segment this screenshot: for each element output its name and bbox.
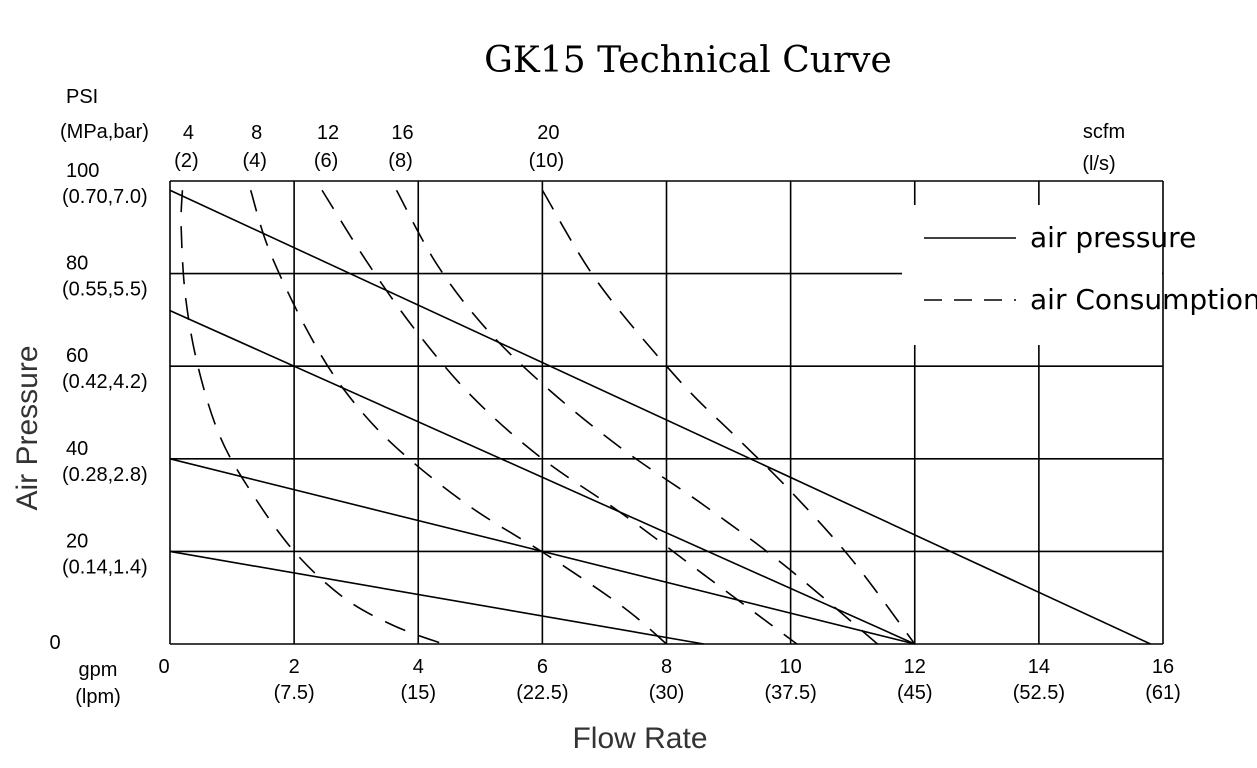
air-pressure-curve — [169, 309, 916, 645]
x-tick-sublabel: (7.5) — [274, 682, 315, 704]
consumption-tick-sublabel: (8) — [388, 150, 412, 172]
x-tick-sublabel: (15) — [400, 682, 436, 704]
y-unit-label: PSI — [66, 86, 98, 108]
y-tick-sublabel: (0.28,2.8) — [62, 464, 148, 486]
x-tick-label: 2 — [289, 656, 300, 678]
y-tick-label: 20 — [66, 530, 88, 552]
consumption-tick-label: 16 — [391, 122, 413, 144]
legend-label: air pressure — [1030, 221, 1196, 254]
consumption-tick-label: 12 — [317, 122, 339, 144]
x-tick-label: 16 — [1152, 656, 1174, 678]
air-pressure-curve — [169, 550, 704, 645]
legend-label: air Consumption — [1030, 283, 1257, 316]
air-pressure-curve — [169, 189, 1151, 645]
x-tick-label: 0 — [158, 656, 169, 678]
consumption-tick-label: 8 — [251, 122, 262, 144]
x-unit-label-alt: (lpm) — [75, 686, 121, 708]
x-axis-label: Flow Rate — [572, 722, 707, 755]
x-tick-label: 8 — [661, 656, 672, 678]
tick-labels: 0 2 (7.5) 4 (15) 6 (22.5) 8 (30) 10 (37.5) 12 (45) 14… — [49, 122, 1180, 704]
x-tick-sublabel: (37.5) — [765, 682, 817, 704]
consumption-tick-sublabel: (2) — [174, 150, 198, 172]
x-tick-label: 10 — [780, 656, 802, 678]
consumption-tick-sublabel: (4) — [242, 150, 266, 172]
x-tick-sublabel: (45) — [897, 682, 933, 704]
air-consumption-curve — [541, 189, 916, 645]
consumption-tick-label: 20 — [537, 122, 559, 144]
air-consumption-curve — [180, 190, 444, 645]
chart-title: GK15 Technical Curve — [484, 40, 892, 81]
x-tick-sublabel: (52.5) — [1013, 682, 1065, 704]
x-tick-label: 6 — [537, 656, 548, 678]
air-consumption-curve — [395, 189, 879, 645]
consumption-tick-sublabel: (6) — [314, 150, 338, 172]
y-tick-sublabel: (0.42,4.2) — [62, 371, 148, 393]
consumption-unit-label: scfm — [1083, 121, 1125, 143]
x-tick-sublabel: (22.5) — [516, 682, 568, 704]
y-tick-label: 40 — [66, 438, 88, 460]
legend: air pressure air Consumption — [924, 221, 1257, 316]
y-tick-label: 100 — [66, 160, 99, 182]
x-tick-sublabel: (30) — [649, 682, 685, 704]
consumption-unit-label-alt: (l/s) — [1082, 153, 1115, 175]
consumption-tick-label: 4 — [183, 122, 194, 144]
y-unit-label-alt: (MPa,bar) — [60, 121, 149, 143]
y-tick-sublabel: (0.70,7.0) — [62, 186, 148, 208]
x-unit-label: gpm — [79, 659, 118, 681]
y-tick-label: 80 — [66, 253, 88, 275]
x-tick-sublabel: (61) — [1145, 682, 1181, 704]
y-tick-label: 60 — [66, 345, 88, 367]
series-group — [169, 189, 1151, 645]
y-tick-sublabel: (0.55,5.5) — [62, 279, 148, 301]
x-tick-label: 4 — [413, 656, 424, 678]
consumption-tick-sublabel: (10) — [529, 150, 565, 172]
legend-background — [902, 205, 1162, 345]
air-consumption-curve — [249, 190, 668, 645]
y-axis-label: Air Pressure — [11, 345, 44, 510]
x-tick-label: 14 — [1028, 656, 1050, 678]
y-tick-label: 0 — [49, 632, 60, 654]
y-tick-sublabel: (0.14,1.4) — [62, 556, 148, 578]
x-tick-label: 12 — [904, 656, 926, 678]
air-consumption-curve — [321, 189, 798, 645]
